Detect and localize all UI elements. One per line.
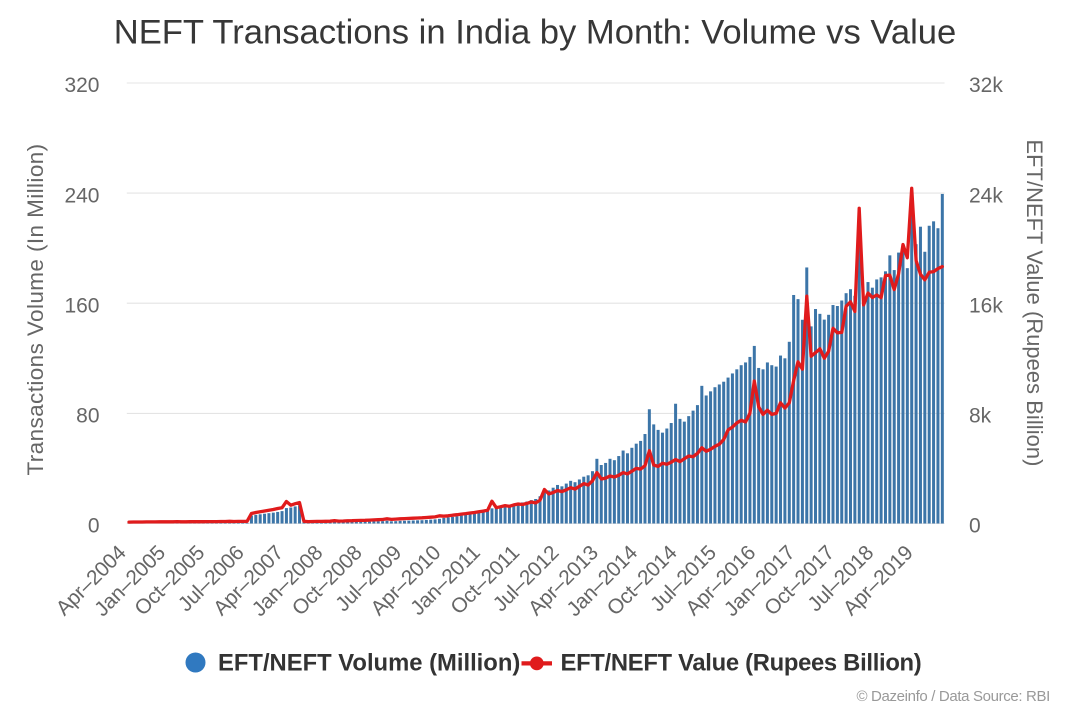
svg-text:240: 240 <box>64 184 99 207</box>
svg-text:0: 0 <box>969 515 981 538</box>
svg-text:8k: 8k <box>969 405 992 428</box>
svg-text:24k: 24k <box>969 184 1003 207</box>
svg-text:80: 80 <box>76 405 99 428</box>
svg-text:0: 0 <box>88 515 100 538</box>
svg-text:EFT/NEFT Value (Rupees Billion: EFT/NEFT Value (Rupees Billion) <box>1022 140 1047 467</box>
svg-text:16k: 16k <box>969 294 1003 317</box>
svg-text:NEFT Transactions in India by: NEFT Transactions in India by Month: Vol… <box>114 13 956 51</box>
svg-text:© Dazeinfo / Data Source: RBI: © Dazeinfo / Data Source: RBI <box>857 688 1051 705</box>
svg-text:EFT/NEFT Volume (Million): EFT/NEFT Volume (Million) <box>218 650 520 677</box>
svg-text:320: 320 <box>64 74 99 97</box>
svg-text:160: 160 <box>64 294 99 317</box>
svg-text:32k: 32k <box>969 74 1003 97</box>
svg-text:EFT/NEFT Value (Rupees Billion: EFT/NEFT Value (Rupees Billion) <box>561 650 922 677</box>
svg-text:Transactions Volume (In Millio: Transactions Volume (In Million) <box>23 143 48 475</box>
